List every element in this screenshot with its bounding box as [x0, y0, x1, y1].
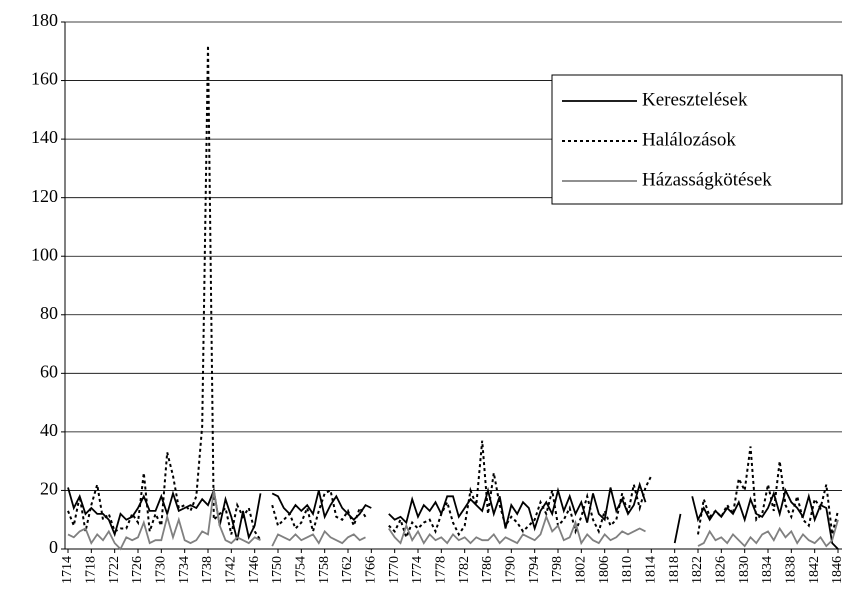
y-tick-label: 60 — [40, 361, 58, 381]
series-line — [67, 490, 839, 551]
x-tick-label: 1842 — [807, 556, 822, 584]
x-tick-label: 1762 — [340, 556, 355, 584]
series-line — [67, 481, 839, 550]
x-tick-label: 1806 — [597, 556, 612, 584]
x-tick-label: 1778 — [434, 556, 449, 584]
x-tick-label: 1770 — [387, 556, 402, 584]
y-tick-label: 40 — [40, 420, 58, 440]
x-tick-label: 1822 — [690, 556, 705, 584]
x-tick-label: 1802 — [574, 556, 589, 584]
x-tick-label: 1754 — [294, 556, 309, 584]
y-tick-label: 160 — [31, 69, 58, 89]
x-tick-label: 1714 — [60, 556, 75, 584]
y-tick-label: 20 — [40, 479, 58, 499]
x-tick-label: 1738 — [200, 556, 215, 584]
y-tick-label: 120 — [31, 186, 58, 206]
y-tick-label: 140 — [31, 127, 58, 147]
x-tick-label: 1818 — [667, 556, 682, 584]
x-tick-label: 1814 — [644, 556, 659, 584]
y-tick-label: 180 — [31, 10, 58, 30]
x-tick-label: 1722 — [107, 556, 122, 584]
legend-label: Keresztelések — [642, 89, 748, 110]
x-tick-label: 1734 — [177, 556, 192, 584]
x-tick-label: 1810 — [620, 556, 635, 584]
x-tick-label: 1742 — [224, 556, 239, 584]
x-tick-label: 1782 — [457, 556, 472, 584]
x-tick-label: 1830 — [737, 556, 752, 584]
x-tick-label: 1758 — [317, 556, 332, 584]
y-tick-label: 0 — [49, 537, 58, 557]
legend-label: Halálozások — [642, 129, 736, 150]
series-line — [67, 45, 839, 541]
x-tick-label: 1766 — [364, 556, 379, 584]
x-tick-label: 1790 — [504, 556, 519, 584]
x-tick-label: 1774 — [410, 556, 425, 584]
x-tick-label: 1730 — [154, 556, 169, 584]
x-tick-label: 1750 — [270, 556, 285, 584]
x-tick-label: 1718 — [84, 556, 99, 584]
x-tick-label: 1846 — [830, 556, 844, 584]
x-tick-label: 1798 — [550, 556, 565, 584]
x-tick-label: 1794 — [527, 556, 542, 584]
x-tick-label: 1786 — [480, 556, 495, 584]
x-tick-label: 1746 — [247, 556, 262, 584]
legend: Keresztelések Halálozások Házasságkötések — [551, 74, 843, 205]
legend-box — [551, 74, 843, 205]
x-tick-label: 1726 — [130, 556, 145, 584]
y-tick-label: 100 — [31, 244, 58, 264]
x-tick-label: 1826 — [714, 556, 729, 584]
y-tick-label: 80 — [40, 303, 58, 323]
x-tick-label: 1834 — [760, 556, 775, 584]
legend-label: Házasságkötések — [642, 169, 772, 190]
x-tick-label: 1838 — [784, 556, 799, 584]
